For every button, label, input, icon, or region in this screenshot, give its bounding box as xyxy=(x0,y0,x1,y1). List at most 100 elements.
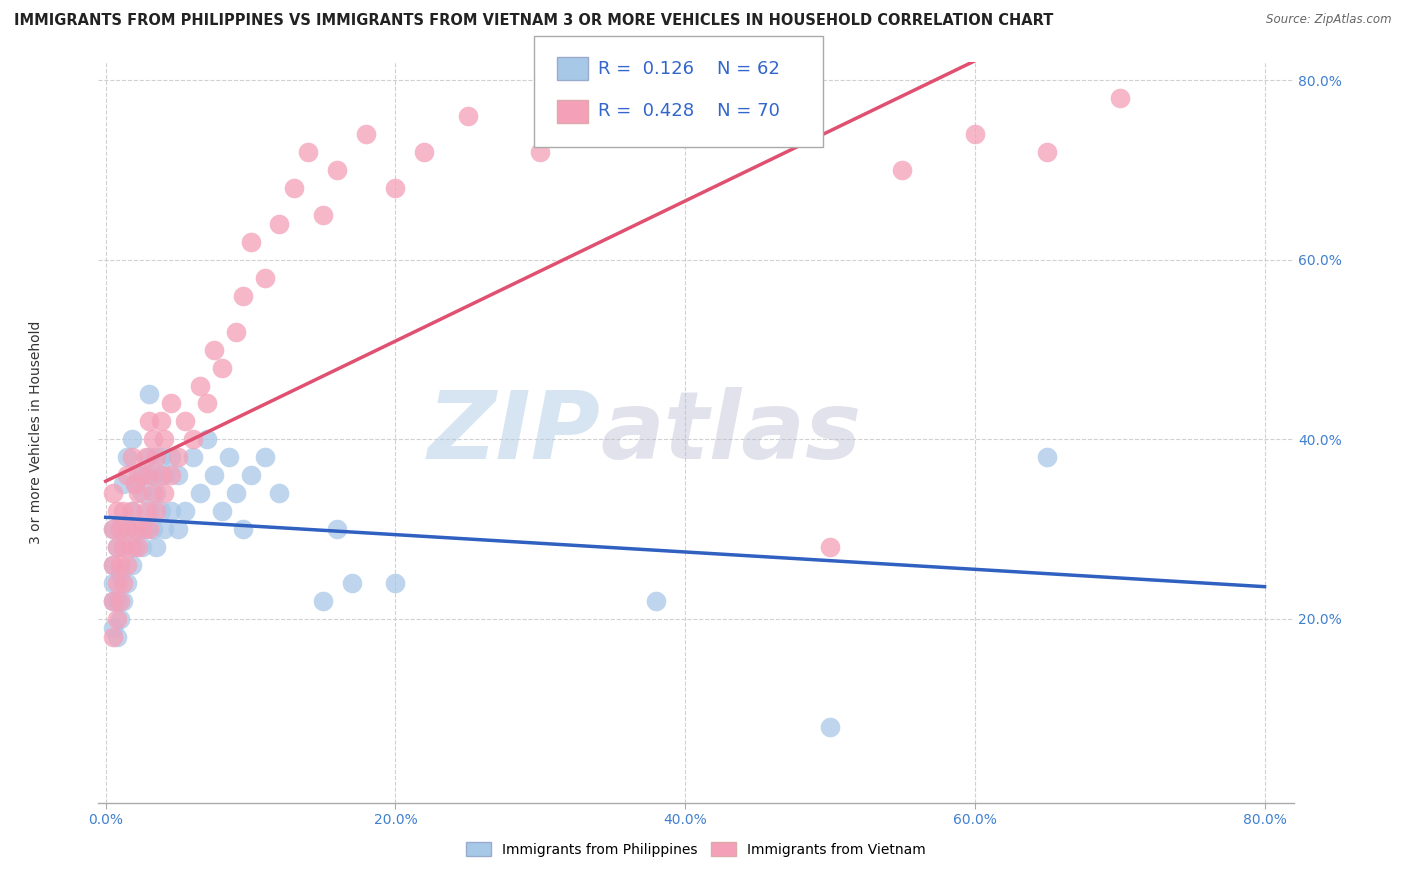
Point xyxy=(121,504,143,518)
Point xyxy=(101,594,124,608)
Point xyxy=(142,433,165,447)
Point xyxy=(127,522,149,536)
Point xyxy=(131,468,153,483)
Point xyxy=(283,181,305,195)
Point xyxy=(138,522,160,536)
Point xyxy=(457,109,479,123)
Legend: Immigrants from Philippines, Immigrants from Vietnam: Immigrants from Philippines, Immigrants … xyxy=(460,837,932,863)
Point xyxy=(127,468,149,483)
Point xyxy=(818,540,841,554)
Point xyxy=(413,145,436,160)
Text: Source: ZipAtlas.com: Source: ZipAtlas.com xyxy=(1267,13,1392,27)
Point xyxy=(117,522,139,536)
Text: atlas: atlas xyxy=(600,386,862,479)
Point xyxy=(218,450,240,465)
Point xyxy=(356,127,378,141)
Point xyxy=(138,468,160,483)
Point xyxy=(105,594,128,608)
Point xyxy=(167,468,190,483)
Point xyxy=(326,522,349,536)
Point xyxy=(225,486,247,500)
Point xyxy=(131,522,153,536)
Point xyxy=(297,145,319,160)
Text: IMMIGRANTS FROM PHILIPPINES VS IMMIGRANTS FROM VIETNAM 3 OR MORE VEHICLES IN HOU: IMMIGRANTS FROM PHILIPPINES VS IMMIGRANT… xyxy=(14,13,1053,29)
Point xyxy=(152,433,174,447)
Point xyxy=(112,540,135,554)
Point xyxy=(124,540,146,554)
Point xyxy=(160,450,183,465)
Point xyxy=(1036,450,1059,465)
Point xyxy=(105,504,128,518)
Point xyxy=(142,468,165,483)
Point xyxy=(149,450,172,465)
Point xyxy=(117,450,139,465)
Point xyxy=(181,433,204,447)
Point xyxy=(101,558,124,572)
Point xyxy=(135,468,157,483)
Point xyxy=(891,163,914,178)
Point xyxy=(152,486,174,500)
Point xyxy=(167,450,190,465)
Point xyxy=(145,540,167,554)
Y-axis label: 3 or more Vehicles in Household: 3 or more Vehicles in Household xyxy=(30,321,42,544)
Point xyxy=(312,594,335,608)
Point xyxy=(963,127,986,141)
Point xyxy=(112,477,135,491)
Point xyxy=(138,450,160,465)
Point xyxy=(138,387,160,401)
Point xyxy=(101,558,124,572)
Point xyxy=(149,468,172,483)
Point xyxy=(195,433,218,447)
Point xyxy=(384,576,406,591)
Point xyxy=(340,576,363,591)
Point xyxy=(105,576,128,591)
Point xyxy=(673,109,696,123)
Point xyxy=(1036,145,1059,160)
Point xyxy=(105,540,128,554)
Point xyxy=(202,468,225,483)
Point xyxy=(269,217,291,231)
Point xyxy=(174,504,197,518)
Point xyxy=(145,486,167,500)
Point xyxy=(145,450,167,465)
Point xyxy=(112,576,135,591)
Point xyxy=(121,540,143,554)
Point xyxy=(269,486,291,500)
Point xyxy=(202,343,225,357)
Point xyxy=(112,540,135,554)
Point xyxy=(117,522,139,536)
Point xyxy=(101,630,124,644)
Point xyxy=(127,486,149,500)
Point xyxy=(145,504,167,518)
Point xyxy=(131,486,153,500)
Point xyxy=(112,504,135,518)
Point xyxy=(112,594,135,608)
Point xyxy=(108,594,131,608)
Text: R =  0.428    N = 70: R = 0.428 N = 70 xyxy=(598,103,779,120)
Point xyxy=(121,433,143,447)
Point xyxy=(211,360,233,375)
Point xyxy=(101,576,124,591)
Point xyxy=(131,540,153,554)
Point xyxy=(602,91,624,105)
Point xyxy=(1108,91,1130,105)
Point xyxy=(160,396,183,410)
Point xyxy=(188,486,211,500)
Point xyxy=(101,621,124,635)
Point xyxy=(108,522,131,536)
Point xyxy=(124,522,146,536)
Point xyxy=(135,450,157,465)
Text: ZIP: ZIP xyxy=(427,386,600,479)
Point xyxy=(108,558,131,572)
Point xyxy=(160,468,183,483)
Point xyxy=(384,181,406,195)
Point xyxy=(135,522,157,536)
Point xyxy=(239,468,262,483)
Point xyxy=(101,594,124,608)
Point xyxy=(127,540,149,554)
Point xyxy=(239,235,262,249)
Point xyxy=(645,594,668,608)
Point xyxy=(195,396,218,410)
Point xyxy=(152,522,174,536)
Point xyxy=(326,163,349,178)
